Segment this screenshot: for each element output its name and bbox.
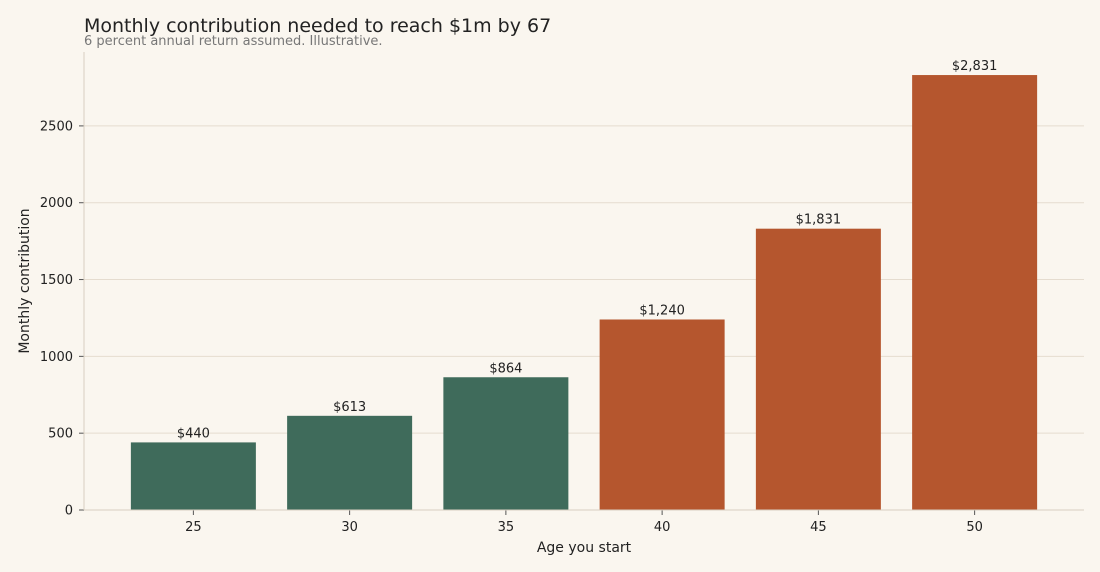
x-tick-label: 40 — [654, 520, 671, 535]
bar-value-label: $440 — [177, 426, 210, 441]
bar-value-label: $613 — [333, 400, 366, 415]
chart-subtitle: 6 percent annual return assumed. Illustr… — [84, 34, 383, 49]
x-tick-label: 50 — [966, 520, 983, 535]
y-tick-label: 2000 — [40, 196, 73, 211]
x-tick-label: 35 — [498, 520, 515, 535]
bar-age-50 — [912, 75, 1038, 510]
value-labels: $440 $613 $864 $1,240 $1,831 $2,831 — [177, 59, 998, 441]
bar-value-label: $2,831 — [952, 59, 998, 74]
x-tick-label: 25 — [185, 520, 202, 535]
y-tick-label: 1000 — [40, 350, 73, 365]
y-tick-label: 500 — [48, 427, 73, 442]
y-axis-title: Monthly contribution — [17, 208, 33, 353]
x-axis-title: Age you start — [537, 540, 632, 556]
bar-age-40 — [599, 319, 725, 510]
y-tick-label: 1500 — [40, 273, 73, 288]
bar-value-label: $1,831 — [796, 213, 842, 228]
bar-age-30 — [287, 415, 413, 510]
y-tick-label: 2500 — [40, 119, 73, 134]
chart-title: Monthly contribution needed to reach $1m… — [84, 15, 551, 37]
bar-age-25 — [130, 442, 256, 510]
bar-value-label: $864 — [489, 361, 522, 376]
x-tick-label: 45 — [810, 520, 827, 535]
bar-value-label: $1,240 — [639, 303, 685, 318]
x-tick-label: 30 — [341, 520, 358, 535]
y-tick-label: 0 — [65, 504, 73, 519]
bars — [130, 75, 1038, 510]
bar-age-35 — [443, 377, 569, 510]
axes: 0 500 1000 1500 2000 2500 25 30 35 40 45 50 — [40, 52, 1084, 535]
bar-age-45 — [755, 228, 881, 510]
